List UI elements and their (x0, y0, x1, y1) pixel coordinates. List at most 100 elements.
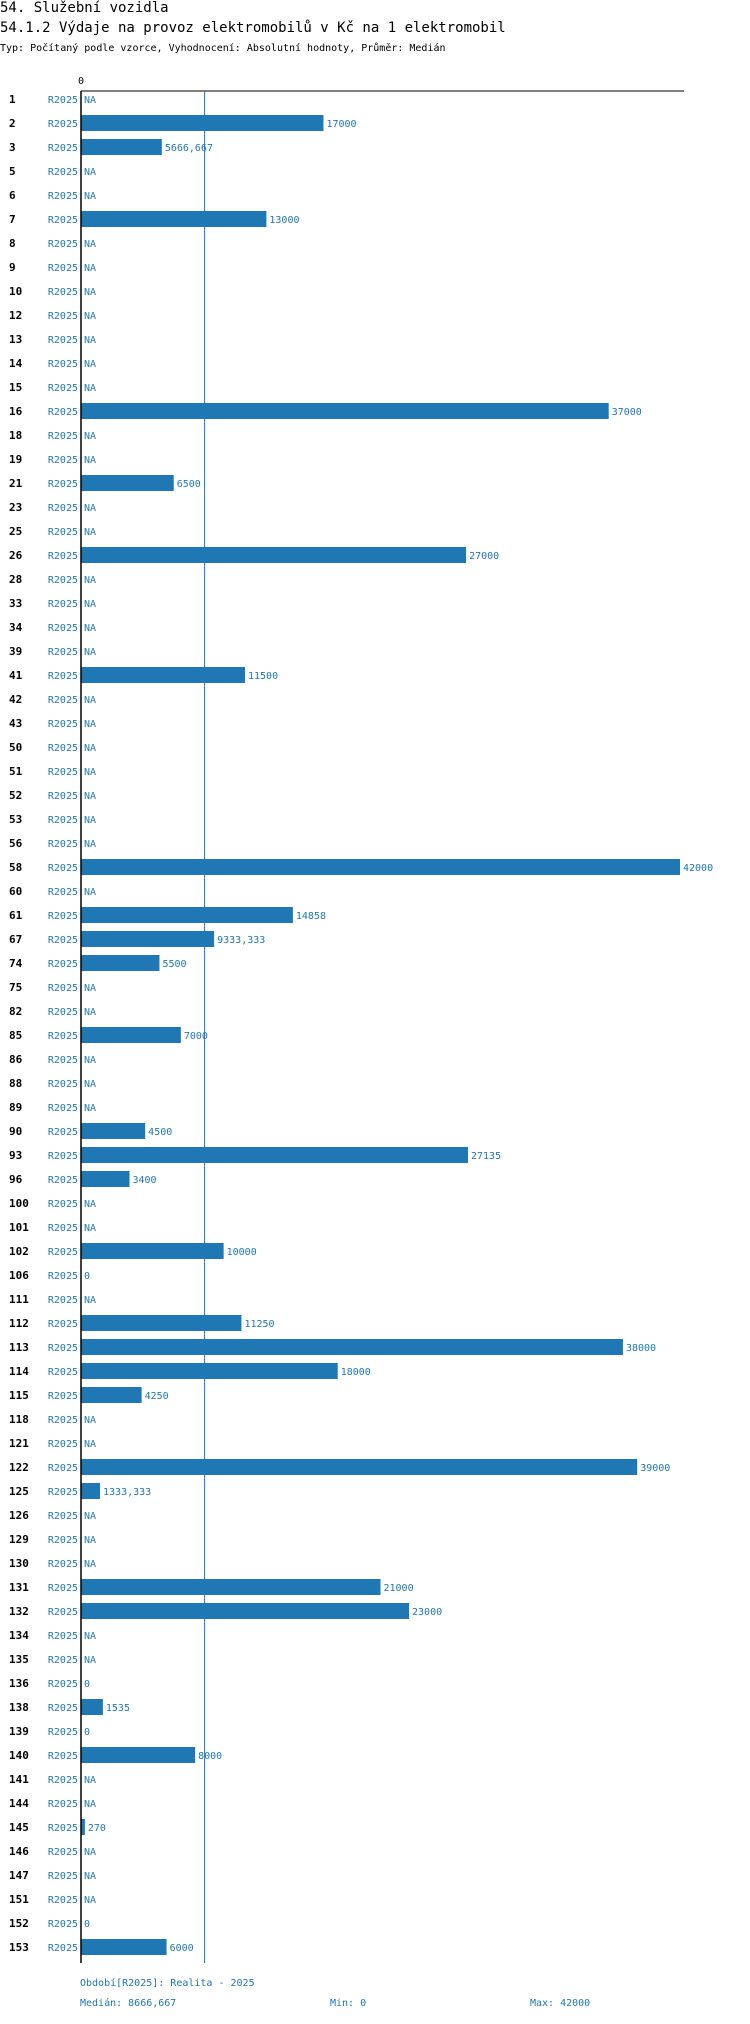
category-label: 145 (9, 1821, 29, 1834)
data-label: NA (84, 383, 96, 394)
series-label: R2025 (48, 743, 78, 754)
bar (81, 1939, 167, 1955)
x-tick-label: 0 (78, 76, 84, 87)
category-label: 43 (9, 717, 22, 730)
category-label: 15 (9, 381, 22, 394)
data-label: 13000 (269, 215, 299, 226)
category-label: 14 (9, 357, 23, 370)
category-label: 75 (9, 981, 22, 994)
category-label: 85 (9, 1029, 22, 1042)
data-label: NA (84, 839, 96, 850)
series-label: R2025 (48, 1295, 78, 1306)
bar (81, 115, 324, 131)
bar (81, 1747, 196, 1763)
bar (81, 1699, 103, 1715)
min-label: Min: 0 (330, 1998, 367, 2009)
series-label: R2025 (48, 1511, 78, 1522)
data-label: 5500 (162, 959, 186, 970)
data-label: 17000 (326, 119, 356, 130)
category-label: 23 (9, 501, 22, 514)
series-label: R2025 (48, 527, 78, 538)
bar (81, 1483, 101, 1499)
category-label: 153 (9, 1941, 29, 1954)
data-label: 37000 (612, 407, 642, 418)
bar (81, 211, 267, 227)
category-label: 89 (9, 1101, 22, 1114)
category-label: 96 (9, 1173, 23, 1186)
series-label: R2025 (48, 575, 78, 586)
category-label: 131 (9, 1581, 29, 1594)
series-label: R2025 (48, 1655, 78, 1666)
data-label: 38000 (626, 1343, 656, 1354)
data-label: 4250 (145, 1391, 169, 1402)
bar (81, 1603, 410, 1619)
series-label: R2025 (48, 1271, 78, 1282)
series-label: R2025 (48, 935, 78, 946)
series-label: R2025 (48, 1775, 78, 1786)
category-label: 74 (9, 957, 23, 970)
series-label: R2025 (48, 1703, 78, 1714)
series-label: R2025 (48, 1151, 78, 1162)
data-label: NA (84, 263, 96, 274)
category-label: 5 (9, 165, 16, 178)
data-label: NA (84, 791, 96, 802)
data-label: NA (84, 1415, 96, 1426)
data-label: NA (84, 1559, 96, 1570)
data-label: NA (84, 527, 96, 538)
bar (81, 667, 246, 683)
series-label: R2025 (48, 839, 78, 850)
category-label: 58 (9, 861, 22, 874)
category-label: 111 (9, 1293, 29, 1306)
data-label: 270 (88, 1823, 106, 1834)
series-label: R2025 (48, 311, 78, 322)
data-label: NA (84, 239, 96, 250)
series-label: R2025 (48, 431, 78, 442)
data-label: NA (84, 359, 96, 370)
series-label: R2025 (48, 335, 78, 346)
category-label: 41 (9, 669, 23, 682)
category-label: 115 (9, 1389, 29, 1402)
category-label: 10 (9, 285, 22, 298)
category-label: 28 (9, 573, 22, 586)
series-label: R2025 (48, 1607, 78, 1618)
data-label: NA (84, 1223, 96, 1234)
category-label: 16 (9, 405, 23, 418)
series-label: R2025 (48, 191, 78, 202)
series-label: R2025 (48, 1631, 78, 1642)
median-label: Medián: 8666,667 (80, 1998, 177, 2009)
series-label: R2025 (48, 1391, 78, 1402)
series-label: R2025 (48, 1175, 78, 1186)
category-label: 112 (9, 1317, 29, 1330)
category-label: 21 (9, 477, 23, 490)
bar (81, 475, 174, 491)
bar (81, 1243, 224, 1259)
category-label: 152 (9, 1917, 29, 1930)
category-label: 140 (9, 1749, 29, 1762)
series-label: R2025 (48, 983, 78, 994)
data-label: 1535 (106, 1703, 130, 1714)
data-label: NA (84, 695, 96, 706)
series-label: R2025 (48, 1583, 78, 1594)
data-label: 6000 (170, 1943, 194, 1954)
category-label: 146 (9, 1845, 29, 1858)
data-label: NA (84, 1007, 96, 1018)
category-label: 56 (9, 837, 23, 850)
bar (81, 139, 162, 155)
data-label: NA (84, 95, 96, 106)
category-label: 50 (9, 741, 22, 754)
data-label: NA (84, 575, 96, 586)
series-label: R2025 (48, 1343, 78, 1354)
category-label: 102 (9, 1245, 29, 1258)
data-label: NA (84, 311, 96, 322)
data-label: 27135 (471, 1151, 501, 1162)
series-label: R2025 (48, 599, 78, 610)
series-label: R2025 (48, 1199, 78, 1210)
category-label: 13 (9, 333, 22, 346)
series-label: R2025 (48, 1727, 78, 1738)
series-label: R2025 (48, 623, 78, 634)
series-label: R2025 (48, 1919, 78, 1930)
category-label: 42 (9, 693, 22, 706)
category-label: 151 (9, 1893, 29, 1906)
category-label: 7 (9, 213, 16, 226)
